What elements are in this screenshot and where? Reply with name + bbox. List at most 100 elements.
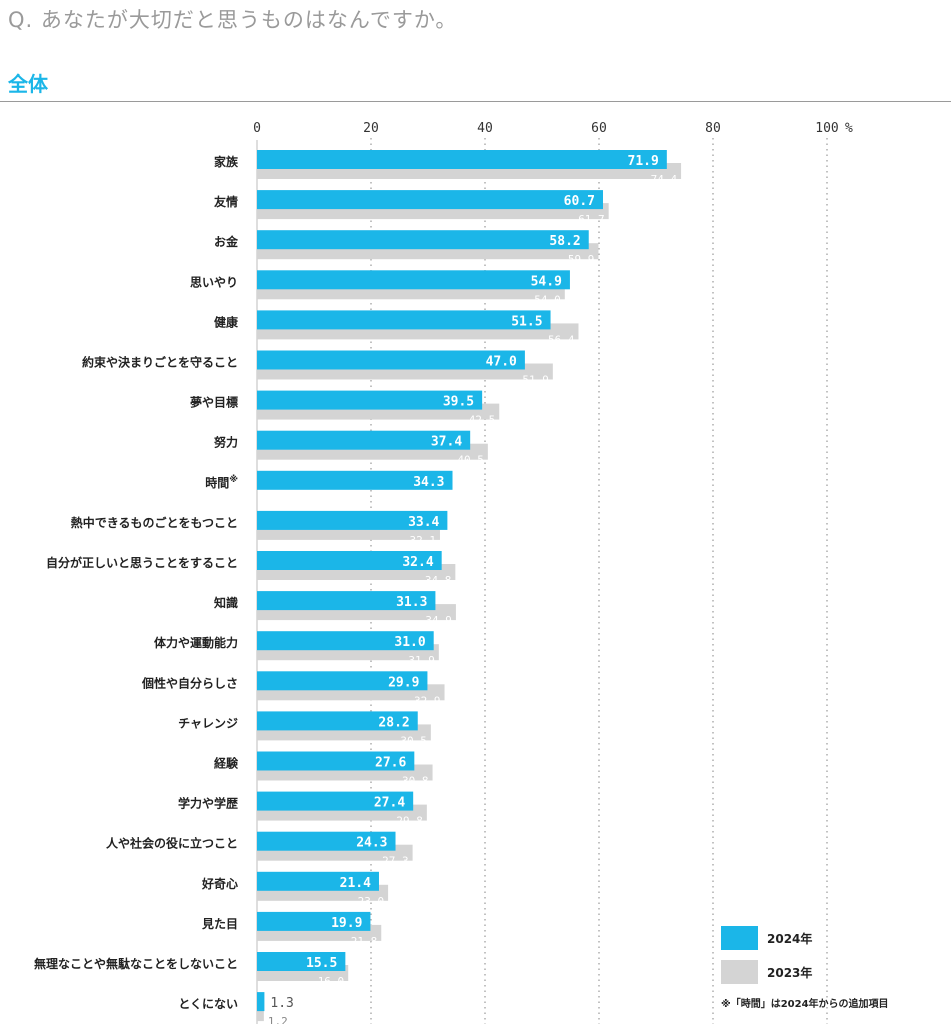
bar-row: 30.5 28.2 チャレンジ bbox=[178, 711, 431, 747]
x-unit-label: % bbox=[845, 121, 853, 136]
bar-2023-value-label: 32.1 bbox=[409, 534, 436, 547]
category-label: チャレンジ bbox=[178, 716, 238, 730]
category-label: 時間※ bbox=[205, 474, 238, 490]
bar-2024 bbox=[257, 871, 379, 891]
bar-2023-value-label: 54.0 bbox=[534, 293, 561, 306]
x-axis-ticks: 0 20 40 60 80 100% bbox=[253, 121, 853, 136]
section-divider bbox=[0, 101, 951, 102]
bar-2024-value-label: 34.3 bbox=[413, 475, 444, 490]
bar-2024-value-label: 39.5 bbox=[443, 395, 474, 410]
bar-2023-value-label: 31.9 bbox=[408, 654, 435, 667]
bar-row: 42.5 39.5 夢や目標 bbox=[190, 390, 500, 427]
bar-row: 74.4 71.9 家族 bbox=[214, 150, 682, 186]
bar-2024-value-label: 15.5 bbox=[306, 956, 337, 971]
bar-row: 51.9 47.0 約束や決まりごとを守ること bbox=[82, 350, 553, 387]
category-label: 熱中できるものごとをもつこと bbox=[71, 515, 238, 530]
bar-2023-value-label: 34.9 bbox=[425, 614, 452, 627]
bar-2024 bbox=[257, 230, 589, 250]
bar-row: 56.4 51.5 健康 bbox=[214, 310, 579, 346]
bar-2024 bbox=[257, 992, 265, 1012]
bar-row: 16.0 15.5 無理なことや無駄なことをしないこと bbox=[34, 952, 349, 988]
bar-2024 bbox=[257, 310, 551, 330]
bar-2024 bbox=[257, 911, 371, 931]
bar-2023-value-label: 27.3 bbox=[382, 855, 409, 868]
bar-row: 34.9 31.3 知識 bbox=[213, 591, 456, 627]
bar-2024-value-label: 27.6 bbox=[375, 756, 406, 771]
bar-2024-value-label: 51.5 bbox=[511, 314, 542, 329]
section-title: 全体 bbox=[8, 72, 48, 96]
legend-label: 2023年 bbox=[767, 965, 812, 980]
bar-2024-value-label: 60.7 bbox=[564, 194, 595, 209]
bar-2023-value-label: 59.9 bbox=[568, 253, 595, 266]
bar-2024-value-label: 1.3 bbox=[270, 996, 293, 1011]
category-label: 健康 bbox=[214, 314, 239, 329]
bar-2024-value-label: 21.4 bbox=[340, 876, 371, 891]
bar-2023-value-label: 40.5 bbox=[457, 454, 484, 467]
category-label: 努力 bbox=[214, 435, 238, 450]
bar-2024 bbox=[257, 510, 448, 530]
bar-2024-value-label: 31.0 bbox=[394, 635, 425, 650]
bar-2024-value-label: 24.3 bbox=[356, 836, 387, 851]
bar-2024 bbox=[257, 551, 442, 570]
bar-row: 61.7 60.7 友情 bbox=[213, 190, 609, 226]
x-tick-label: 0 bbox=[253, 121, 261, 136]
bar-2023-value-label: 32.9 bbox=[414, 694, 441, 707]
bar-2024 bbox=[257, 751, 415, 771]
bar-2024 bbox=[257, 952, 346, 971]
bar-2023-value-label: 1.2 bbox=[268, 1015, 288, 1024]
bar-2024-value-label: 37.4 bbox=[431, 435, 462, 450]
category-label: 約束や決まりごとを守ること bbox=[82, 355, 238, 370]
bar-row: 23.0 21.4 好奇心 bbox=[201, 871, 389, 908]
bar-2024-value-label: 47.0 bbox=[486, 355, 517, 370]
bar-2024 bbox=[257, 350, 525, 370]
bar-2023-value-label: 34.8 bbox=[425, 574, 452, 587]
bar-2024-value-label: 29.9 bbox=[388, 675, 419, 690]
bar-row: 40.5 37.4 努力 bbox=[214, 430, 488, 467]
bar-row: 32.9 29.9 個性や自分らしさ bbox=[141, 671, 445, 707]
bar-2024-value-label: 54.9 bbox=[531, 274, 562, 289]
bar-2024 bbox=[257, 430, 471, 450]
bar-2024 bbox=[257, 711, 418, 731]
bar-row: 34.3 時間※ bbox=[205, 470, 453, 490]
x-tick-label: 60 bbox=[591, 121, 607, 136]
bar-row: 27.3 24.3 人や社会の役に立つこと bbox=[106, 831, 413, 868]
category-label: 友情 bbox=[213, 194, 238, 209]
bar-2023-value-label: 30.5 bbox=[400, 734, 427, 747]
category-label: 自分が正しいと思うことをすること bbox=[46, 555, 238, 570]
footnote: ※「時間」は2024年からの追加項目 bbox=[721, 997, 889, 1010]
legend-swatch-2023 bbox=[721, 960, 758, 984]
bar-row: 1.2 1.3 とくにない bbox=[178, 992, 294, 1024]
x-tick-label: 100 bbox=[815, 121, 838, 136]
category-label: 人や社会の役に立つこと bbox=[106, 836, 238, 851]
bar-row: 21.8 19.9 見た目 bbox=[201, 911, 382, 948]
bar-2024 bbox=[257, 190, 603, 210]
bar-row: 34.8 32.4 自分が正しいと思うことをすること bbox=[46, 551, 456, 587]
category-label: お金 bbox=[214, 234, 239, 249]
category-label: 知識 bbox=[213, 595, 238, 610]
bar-2024 bbox=[257, 470, 453, 490]
bar-2024 bbox=[257, 390, 483, 410]
bar-2023-value-label: 29.8 bbox=[396, 815, 423, 828]
bar-2023-value-label: 21.8 bbox=[351, 935, 378, 948]
bar-row: 29.8 27.4 学力や学歴 bbox=[178, 791, 427, 828]
category-label: 家族 bbox=[214, 154, 239, 169]
bar-2023-value-label: 30.8 bbox=[402, 775, 429, 788]
legend-label: 2024年 bbox=[767, 931, 812, 946]
category-label: 経験 bbox=[214, 756, 239, 771]
bar-2024 bbox=[257, 791, 414, 811]
category-label: 見た目 bbox=[201, 916, 238, 931]
bar-2024-value-label: 31.3 bbox=[396, 595, 427, 610]
bar-rows: 74.4 71.9 家族 61.7 60.7 友情 59.9 58.2 お金 54.0 54.9 思い… bbox=[34, 150, 682, 1024]
category-label: 個性や自分らしさ bbox=[141, 675, 238, 690]
bar-row: 59.9 58.2 お金 bbox=[214, 230, 599, 266]
x-tick-label: 40 bbox=[477, 121, 493, 136]
bar-2024-value-label: 28.2 bbox=[378, 715, 409, 730]
bar-2024 bbox=[257, 150, 667, 169]
bar-2023-value-label: 16.0 bbox=[318, 975, 345, 988]
bar-2024 bbox=[257, 591, 436, 611]
x-tick-label: 80 bbox=[705, 121, 721, 136]
bar-row: 31.9 31.0 体力や運動能力 bbox=[154, 631, 439, 667]
bar-row: 54.0 54.9 思いやり bbox=[190, 270, 570, 306]
bar-row: 32.1 33.4 熱中できるものごとをもつこと bbox=[71, 510, 448, 547]
